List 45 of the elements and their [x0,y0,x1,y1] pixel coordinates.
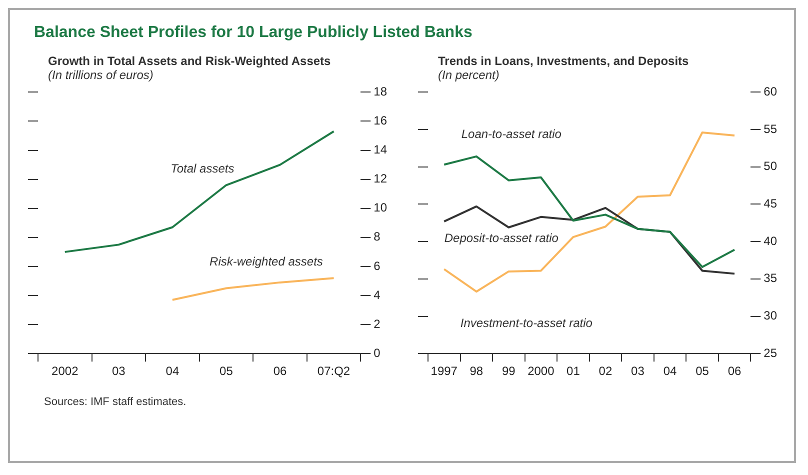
y-tick-label: 18 [374,84,388,99]
source-note: Sources: IMF staff estimates. [44,396,188,408]
series-label: Risk-weighted assets [210,254,323,269]
y-tick-label: 30 [764,308,778,323]
legend-label: Deposit-to-asset ratio [444,230,559,245]
y-tick-label: 12 [374,172,388,186]
x-tick-label: 99 [502,364,516,378]
y-tick-label: 50 [764,159,778,174]
y-tick-label: 6 [374,258,381,273]
y-tick-label: 25 [764,346,778,360]
y-tick-label: 4 [374,288,381,302]
x-tick-label: 03 [631,364,645,378]
y-tick-label: 2 [374,316,381,331]
x-tick-label: 1997 [430,364,458,378]
y-tick-label: 10 [374,200,388,215]
y-tick-label: 0 [374,346,381,360]
x-tick-label: 98 [470,364,484,378]
chart-subtitle: Trends in Loans, Investments, and Deposits [437,54,690,68]
y-tick-label: 8 [374,230,381,244]
y-tick-label: 35 [764,271,778,286]
series-label: Total assets [170,162,234,176]
y-tick-label: 16 [374,114,388,128]
x-tick-label: 04 [663,364,677,378]
x-tick-label: 07:Q2 [317,364,350,378]
y-axis-title: (In percent) [437,68,500,82]
y-tick-label: 40 [764,234,778,248]
chart-title: Balance Sheet Profiles for 10 Large Publicly Listed Banks [34,24,474,42]
chart-subtitle: Growth in Total Assets and Risk-Weighted Assets [47,54,332,68]
text: Investment-to-asset ratio [460,316,593,330]
y-tick-label: 60 [764,84,778,99]
x-tick-label: 05 [220,364,234,378]
y-tick-label: 14 [374,142,388,157]
x-tick-label: 2002 [52,364,79,378]
x-tick-label: 03 [112,364,126,378]
x-tick-label: 05 [696,364,710,378]
x-tick-label: 06 [273,364,287,378]
x-tick-label: 02 [598,364,612,378]
y-tick-label: 55 [764,122,778,136]
y-tick-label: 45 [764,196,778,211]
x-tick-label: 2000 [528,364,555,378]
series-label: Loan-to-asset ratio [461,126,562,141]
x-tick-label: 04 [166,364,180,378]
x-tick-label: 01 [566,364,580,378]
x-tick-label: 06 [728,364,742,378]
y-axis-title: (In trillions of euros) [47,68,154,82]
